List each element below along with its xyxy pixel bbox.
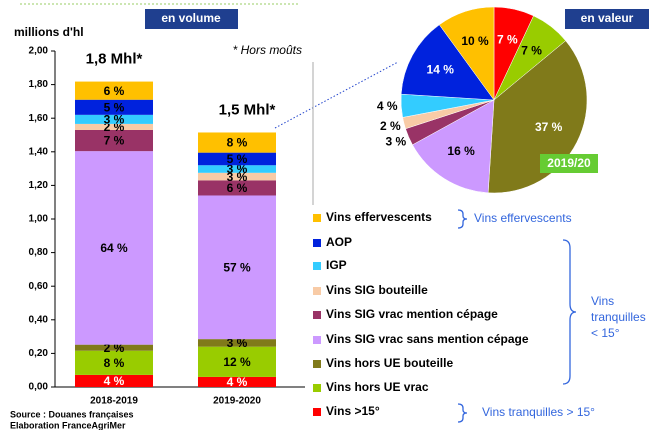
data-label: 14 % bbox=[427, 63, 455, 77]
data-label: 3 % bbox=[385, 135, 406, 149]
legend-label: Vins hors UE bouteille bbox=[326, 356, 453, 370]
brace bbox=[457, 209, 468, 229]
brace bbox=[562, 239, 577, 385]
annotation: tranquilles bbox=[591, 310, 646, 324]
y-tick-label: 1,20 bbox=[29, 180, 49, 191]
data-label: 6 % bbox=[227, 181, 248, 195]
legend-swatch bbox=[313, 311, 321, 319]
data-label: 6 % bbox=[104, 84, 125, 98]
bar-segment bbox=[198, 172, 276, 181]
legend-label: Vins SIG vrac sans mention cépage bbox=[326, 332, 529, 346]
bar-segment bbox=[198, 152, 276, 166]
legend-swatch bbox=[313, 384, 321, 392]
legend-swatch bbox=[313, 262, 321, 270]
y-tick-label: 2,00 bbox=[29, 46, 49, 57]
legend-label: Vins hors UE vrac bbox=[326, 380, 429, 394]
bar-segment bbox=[75, 129, 153, 152]
bar-segment bbox=[75, 99, 153, 115]
total-label: 1,5 Mhl* bbox=[219, 101, 276, 118]
data-label: 4 % bbox=[104, 374, 125, 388]
legend-label: Vins SIG bouteille bbox=[326, 283, 428, 297]
legend-swatch bbox=[313, 408, 321, 416]
note: * Hors moûts bbox=[233, 43, 302, 57]
source: Source : Douanes françaises bbox=[10, 409, 134, 419]
y-tick-label: 0,20 bbox=[29, 348, 49, 359]
title-box bbox=[565, 9, 649, 29]
data-label: 12 % bbox=[223, 355, 251, 369]
source: Elaboration FranceAgriMer bbox=[10, 420, 126, 430]
y-tick-label: 1,40 bbox=[29, 146, 49, 157]
brace bbox=[457, 403, 468, 423]
data-label: 64 % bbox=[100, 241, 128, 255]
y-axis-label: millions d'hl bbox=[14, 25, 84, 39]
legend-label: Vins >15° bbox=[326, 404, 380, 418]
y-tick-label: 1,80 bbox=[29, 79, 49, 90]
legend-label: AOP bbox=[326, 235, 352, 249]
data-label: 7 % bbox=[104, 134, 125, 148]
data-label: 8 % bbox=[104, 356, 125, 370]
annotation: Vins effervescents bbox=[474, 211, 572, 225]
pie-slice bbox=[438, 6, 495, 101]
data-label: 16 % bbox=[447, 144, 475, 158]
x-tick-label: 2018-2019 bbox=[90, 396, 138, 407]
legend-swatch bbox=[313, 360, 321, 368]
bar-segment bbox=[75, 374, 153, 387]
pie-title: en valeur bbox=[581, 11, 634, 25]
bar-title: en volume bbox=[161, 11, 221, 25]
pie-label: 2019/20 bbox=[547, 156, 591, 170]
title-box bbox=[145, 9, 238, 29]
x-tick-label: 2019-2020 bbox=[213, 396, 261, 407]
bar-segment bbox=[198, 376, 276, 387]
bar-segment bbox=[75, 123, 153, 130]
data-label: 5 % bbox=[104, 100, 125, 114]
annotation: Vins tranquilles > 15° bbox=[482, 405, 595, 419]
data-label: 2 % bbox=[380, 119, 401, 133]
annotation: Vins bbox=[591, 294, 614, 308]
bar-segment bbox=[75, 344, 153, 351]
data-label: 3 % bbox=[104, 113, 125, 127]
data-label: 3 % bbox=[227, 336, 248, 350]
y-tick-label: 1,00 bbox=[29, 214, 49, 225]
label-box bbox=[540, 154, 598, 173]
bar-segment bbox=[75, 81, 153, 100]
data-label: 4 % bbox=[377, 99, 398, 113]
bar-segment bbox=[198, 346, 276, 377]
pie-slice bbox=[412, 99, 495, 194]
bar-segment bbox=[198, 195, 276, 340]
pie-slice bbox=[400, 24, 495, 101]
bar-segment bbox=[75, 350, 153, 375]
legend-swatch bbox=[313, 239, 321, 247]
connector bbox=[274, 61, 399, 129]
bar-segment bbox=[75, 114, 153, 124]
bar-segment bbox=[198, 180, 276, 196]
data-label: 3 % bbox=[227, 170, 248, 184]
data-label: 8 % bbox=[227, 136, 248, 150]
data-label: 7 % bbox=[521, 44, 542, 58]
y-tick-label: 0,00 bbox=[29, 382, 49, 393]
data-label: 3 % bbox=[227, 162, 248, 176]
y-tick-label: 0,60 bbox=[29, 281, 49, 292]
data-label: 7 % bbox=[497, 32, 518, 46]
annotation: < 15° bbox=[591, 326, 620, 340]
y-tick-label: 0,80 bbox=[29, 247, 49, 258]
legend-label: Vins effervescents bbox=[326, 210, 432, 224]
y-tick-label: 1,60 bbox=[29, 113, 49, 124]
legend-swatch bbox=[313, 214, 321, 222]
legend-swatch bbox=[313, 287, 321, 295]
y-tick-label: 0,40 bbox=[29, 314, 49, 325]
total-label: 1,8 Mhl* bbox=[86, 51, 143, 68]
data-label: 10 % bbox=[461, 34, 489, 48]
data-label: 57 % bbox=[223, 260, 251, 274]
bar-segment bbox=[198, 165, 276, 173]
data-label: 4 % bbox=[227, 375, 248, 389]
legend-swatch bbox=[313, 336, 321, 344]
legend-label: IGP bbox=[326, 258, 347, 272]
data-label: 5 % bbox=[227, 152, 248, 166]
bar-segment bbox=[198, 339, 276, 347]
bar-segment bbox=[75, 151, 153, 345]
legend-label: Vins SIG vrac mention cépage bbox=[326, 307, 498, 321]
data-label: 37 % bbox=[535, 120, 563, 134]
bar-segment bbox=[198, 132, 276, 153]
